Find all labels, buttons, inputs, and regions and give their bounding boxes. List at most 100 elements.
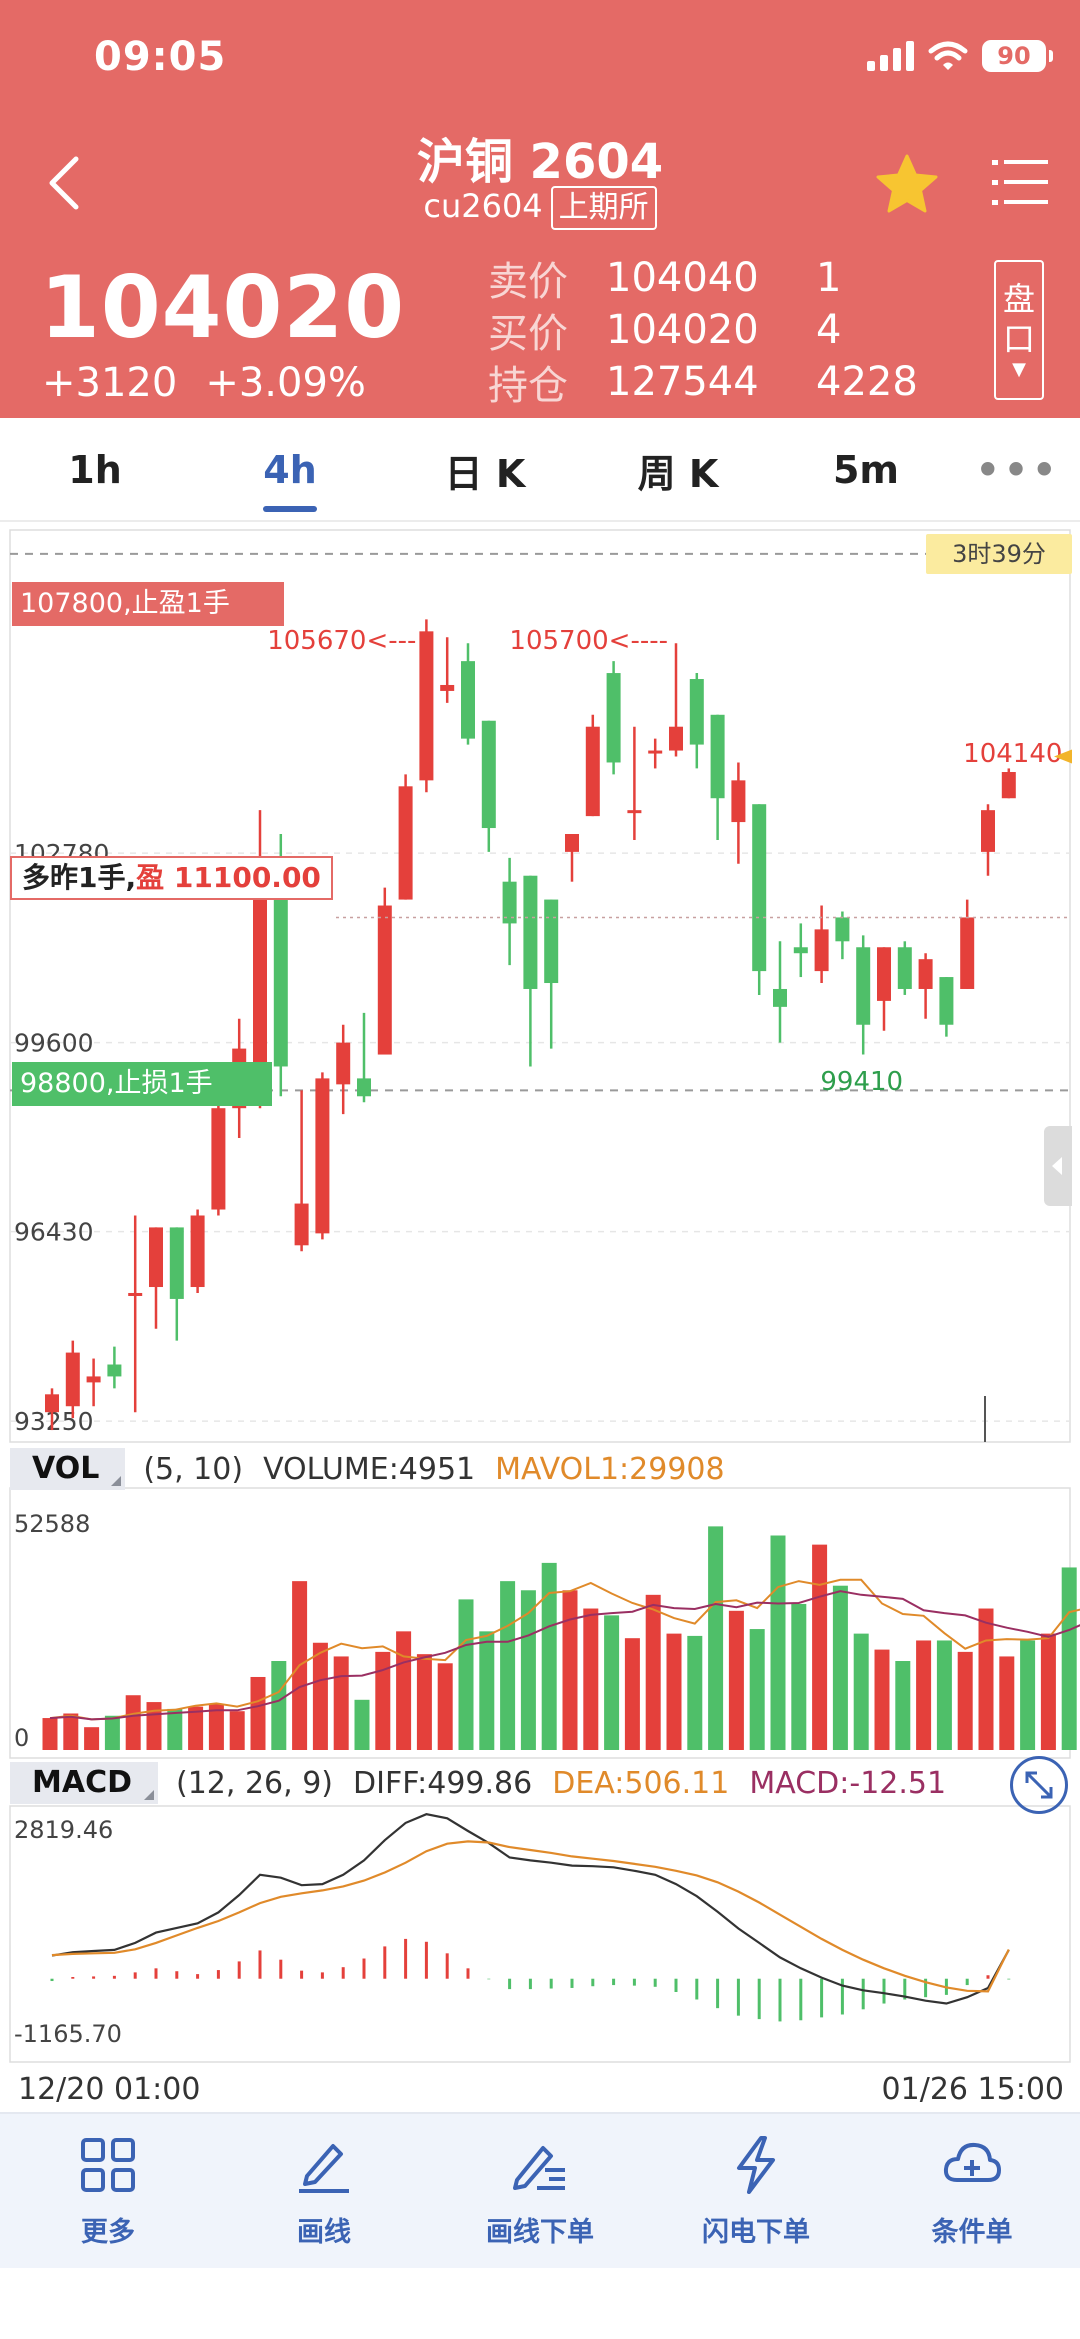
candle-body [315,1078,330,1234]
quote-label: 买价 [488,311,568,357]
volume-bar [312,1642,328,1750]
conditional-order-button[interactable]: 条件单 [864,2114,1080,2268]
position-pnl: 11100.00 [173,861,321,894]
volume-bar [708,1526,724,1750]
side-drawer-handle[interactable] [1044,1126,1072,1206]
chevron-left-icon [49,156,79,210]
position-tag[interactable]: 多昨1手,盈 11100.00 [10,856,333,900]
volume-bar [458,1599,474,1750]
volume-bar [416,1654,432,1750]
volume-bar [63,1713,79,1750]
fullscreen-button[interactable] [1010,1756,1068,1814]
volume-bar [208,1704,224,1750]
volume-bar [562,1590,578,1750]
volume-bar [604,1615,620,1750]
macd-chart-frame [9,1805,1071,2063]
flash-order-label: 闪电下单 [702,2217,810,2248]
dea-value: DEA:506.11 [552,1765,730,1801]
volume-bar [42,1718,58,1750]
caret-down-icon: ▼ [1012,359,1026,380]
order-book-button[interactable]: 盘 口 ▼ [994,260,1044,400]
back-button[interactable] [40,148,88,218]
volume-bar [645,1594,661,1750]
volume-bar [333,1656,349,1750]
more-button[interactable]: 更多 [0,2114,216,2268]
macd-y-max-label: 2819.46 [14,1816,113,1844]
volume-params: (5, 10) [143,1451,244,1487]
volume-indicator-selector[interactable]: VOL [10,1448,126,1490]
candle-body [86,1376,101,1383]
candle-body [585,726,600,817]
flash-order-button[interactable]: 闪电下单 [648,2114,864,2268]
candle-body [939,977,954,1025]
candle-body [253,869,267,1091]
favorite-button[interactable] [872,150,942,220]
volume-bar [125,1695,141,1750]
volume-bar [500,1581,516,1750]
quote-value: 104040 [606,255,759,301]
candle-body [627,810,642,814]
candle-body [481,720,496,829]
volume-bar [1020,1640,1036,1750]
wifi-icon [928,41,968,70]
candle-body [544,899,559,984]
quote-qty: 4 [816,307,842,353]
y-axis-tick-label: 99600 [14,1029,94,1058]
tab-1h[interactable]: 1h [68,448,122,492]
volume-bar [188,1706,204,1750]
quote-label: 持仓 [488,363,568,409]
list-menu-icon [992,160,1048,205]
draw-line-button[interactable]: 画线 [216,2114,432,2268]
chart-area[interactable]: 102780 99600 96430 93250 105670<--- 105700<--… [0,526,1080,2108]
candle-body [357,1078,371,1097]
volume-bar [728,1610,744,1750]
candle-body [669,726,683,751]
draw-line-order-button[interactable]: 画线下单 [432,2114,648,2268]
quote-value: 127544 [606,359,759,405]
volume-bar [936,1640,952,1750]
volume-bar [271,1661,287,1750]
volume-bar [812,1544,828,1750]
candle-body [502,881,517,924]
quote-table: 卖价 104040 1 买价 104020 4 持仓 127544 4228 [488,252,918,409]
macd-indicator-selector[interactable]: MACD [10,1762,158,1804]
candle-body [440,684,455,691]
volume-bar [666,1633,682,1750]
star-icon [876,154,938,213]
tab-4h[interactable]: 4h [190,418,390,522]
y-axis-tick-label: 96430 [14,1218,94,1247]
tab-daily-k[interactable]: 日 K [444,451,526,496]
volume-bar [479,1631,495,1750]
expand-arrows-icon [1025,1771,1053,1799]
tab-weekly-k[interactable]: 周 K [637,451,719,496]
high-annotation: 105670<--- [267,626,416,656]
stop-loss-tag[interactable]: 98800,止损1手 [12,1062,272,1106]
tab-5m[interactable]: 5m [832,448,900,492]
menu-button[interactable] [990,152,1050,212]
candle-body [419,631,434,781]
candle-body [398,786,413,900]
volume-ma-line [49,1578,1080,1721]
position-label: 多昨1手, [22,861,137,894]
candle-body [793,947,808,954]
volume-bar [229,1711,245,1750]
volume-bar [874,1649,890,1750]
macd-header: MACD (12, 26, 9) DIFF:499.86 DEA:506.11 … [0,1762,966,1804]
candle-body [461,661,475,739]
candle-body [211,1108,226,1210]
volume-bar [957,1651,973,1750]
period-tabs: 1h 4h 日 K 周 K 5m ••• [0,418,1080,522]
volume-ma-line [49,1590,1080,1721]
tab-more[interactable]: ••• [975,448,1061,492]
candle-body [710,714,725,799]
macd-params: (12, 26, 9) [176,1765,333,1801]
bar-countdown-badge: 3时39分 [926,534,1072,574]
macd-diff-line [51,1813,1010,2005]
candle-body [65,1352,80,1407]
volume-bar [375,1651,391,1750]
candle-body [752,804,767,972]
volume-bar [354,1699,370,1750]
take-profit-tag[interactable]: 107800,止盈1手 [12,582,284,626]
candle-body [897,947,912,989]
